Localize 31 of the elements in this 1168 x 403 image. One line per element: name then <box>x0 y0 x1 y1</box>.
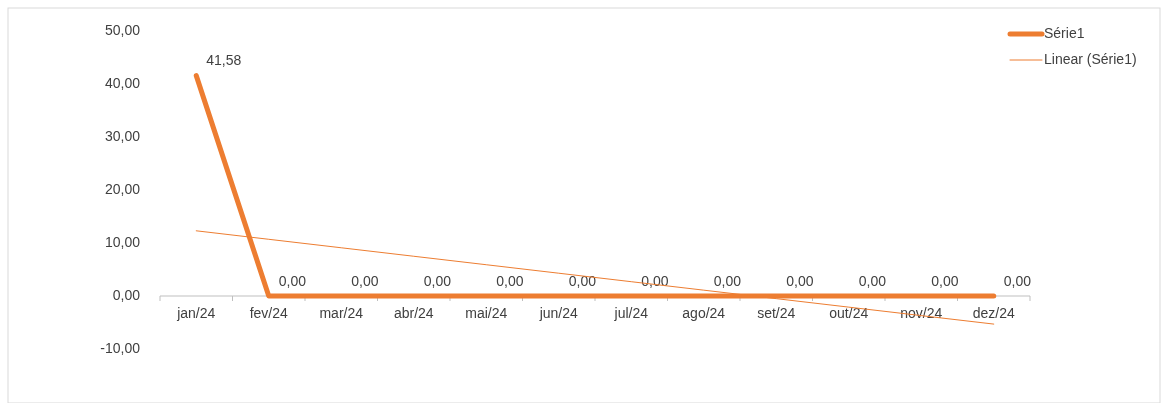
x-tick-label: mai/24 <box>465 305 508 321</box>
x-tick-label: mar/24 <box>319 305 364 321</box>
y-tick-label: 20,00 <box>104 180 141 197</box>
y-tick-label: 10,00 <box>104 233 141 250</box>
legend-label: Linear (Série1) <box>1044 50 1137 67</box>
y-tick-label: 50,00 <box>104 21 141 38</box>
x-tick-label: dez/24 <box>972 305 1015 321</box>
data-label: 0,00 <box>858 272 887 289</box>
data-label: 0,00 <box>931 272 959 289</box>
x-tick-label: abr/24 <box>393 305 434 321</box>
data-label: 0,00 <box>496 272 524 289</box>
x-tick-label: ago/24 <box>682 305 726 321</box>
y-tick-label: -10,00 <box>100 339 141 356</box>
data-label: 0,00 <box>1003 272 1032 289</box>
x-tick-label: jun/24 <box>538 305 579 321</box>
x-tick-label: out/24 <box>829 305 869 321</box>
x-tick-label: fev/24 <box>249 305 289 321</box>
x-tick-label: set/24 <box>757 305 796 321</box>
data-label: 0,00 <box>423 272 452 289</box>
x-tick-label: jul/24 <box>613 305 649 321</box>
y-tick-label: 40,00 <box>104 74 141 91</box>
y-tick-label: 0,00 <box>112 286 141 303</box>
x-tick-label: jan/24 <box>176 305 216 321</box>
y-tick-label: 30,00 <box>104 127 141 144</box>
data-label: 0,00 <box>568 272 597 289</box>
data-label: 41,58 <box>206 52 242 69</box>
data-label: 0,00 <box>278 272 307 289</box>
data-label: 0,00 <box>786 272 814 289</box>
data-label: 0,00 <box>713 272 742 289</box>
legend-label: Série1 <box>1044 24 1085 41</box>
data-label: 0,00 <box>351 272 379 289</box>
